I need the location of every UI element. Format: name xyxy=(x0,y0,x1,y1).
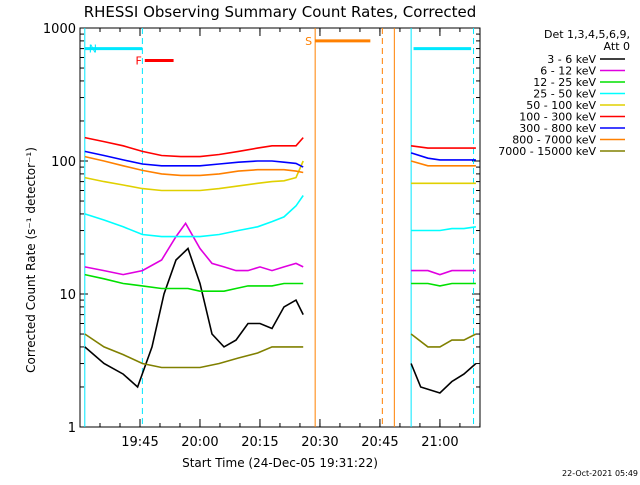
legend-entry-label: 3 - 6 keV xyxy=(547,53,596,66)
series-line xyxy=(84,247,477,394)
series-line xyxy=(84,136,476,158)
series-line xyxy=(84,155,476,177)
series-line xyxy=(84,221,476,276)
legend-entry-label: 7000 - 15000 keV xyxy=(498,145,596,158)
y-tick-label: 1000 xyxy=(43,22,76,37)
chart-title: RHESSI Observing Summary Count Rates, Co… xyxy=(84,3,477,21)
legend-entry-label: 6 - 12 keV xyxy=(540,65,596,78)
x-tick-label: 20:45 xyxy=(361,435,398,450)
series-line xyxy=(84,150,476,168)
legend-entry-label: 300 - 800 keV xyxy=(519,122,596,135)
legend-entry-label: 800 - 7000 keV xyxy=(512,134,596,147)
x-tick-label: 20:30 xyxy=(301,435,338,450)
legend-entry-label: 12 - 25 keV xyxy=(533,76,596,89)
flag-bar-label: S xyxy=(305,35,312,48)
legend-entry-label: 100 - 300 keV xyxy=(519,111,596,124)
y-tick-label: 1 xyxy=(68,421,76,436)
legend-entry-label: 50 - 100 keV xyxy=(526,99,596,112)
series-line xyxy=(84,273,476,292)
footer-timestamp: 22-Oct-2021 05:49 xyxy=(562,469,638,478)
flag-bar-label: F xyxy=(135,54,141,67)
y-tick-label: 100 xyxy=(51,155,76,170)
series-line xyxy=(84,195,477,238)
y-tick-label: 10 xyxy=(59,288,76,303)
legend-entry-label: 25 - 50 keV xyxy=(533,88,596,101)
flag-bar-label: N xyxy=(89,43,97,56)
series-line xyxy=(84,333,477,369)
x-axis-label: Start Time (24-Dec-05 19:31:22) xyxy=(182,456,378,470)
x-tick-label: 19:45 xyxy=(121,435,158,450)
plot-area: 1 10 100 1000 19:45 20:00 20:15 20:30 20:45 21:00… xyxy=(43,22,481,450)
legend-header: Det 1,3,4,5,6,9, xyxy=(544,28,630,41)
series-line xyxy=(84,160,476,192)
legend-header: Att 0 xyxy=(604,40,630,53)
x-tick-label: 20:15 xyxy=(241,435,278,450)
x-tick-label: 20:00 xyxy=(181,435,218,450)
x-tick-label: 21:00 xyxy=(421,435,458,450)
y-axis-label: Corrected Count Rate (s⁻¹ detector⁻¹) xyxy=(24,147,38,373)
plot-frame xyxy=(79,27,481,428)
